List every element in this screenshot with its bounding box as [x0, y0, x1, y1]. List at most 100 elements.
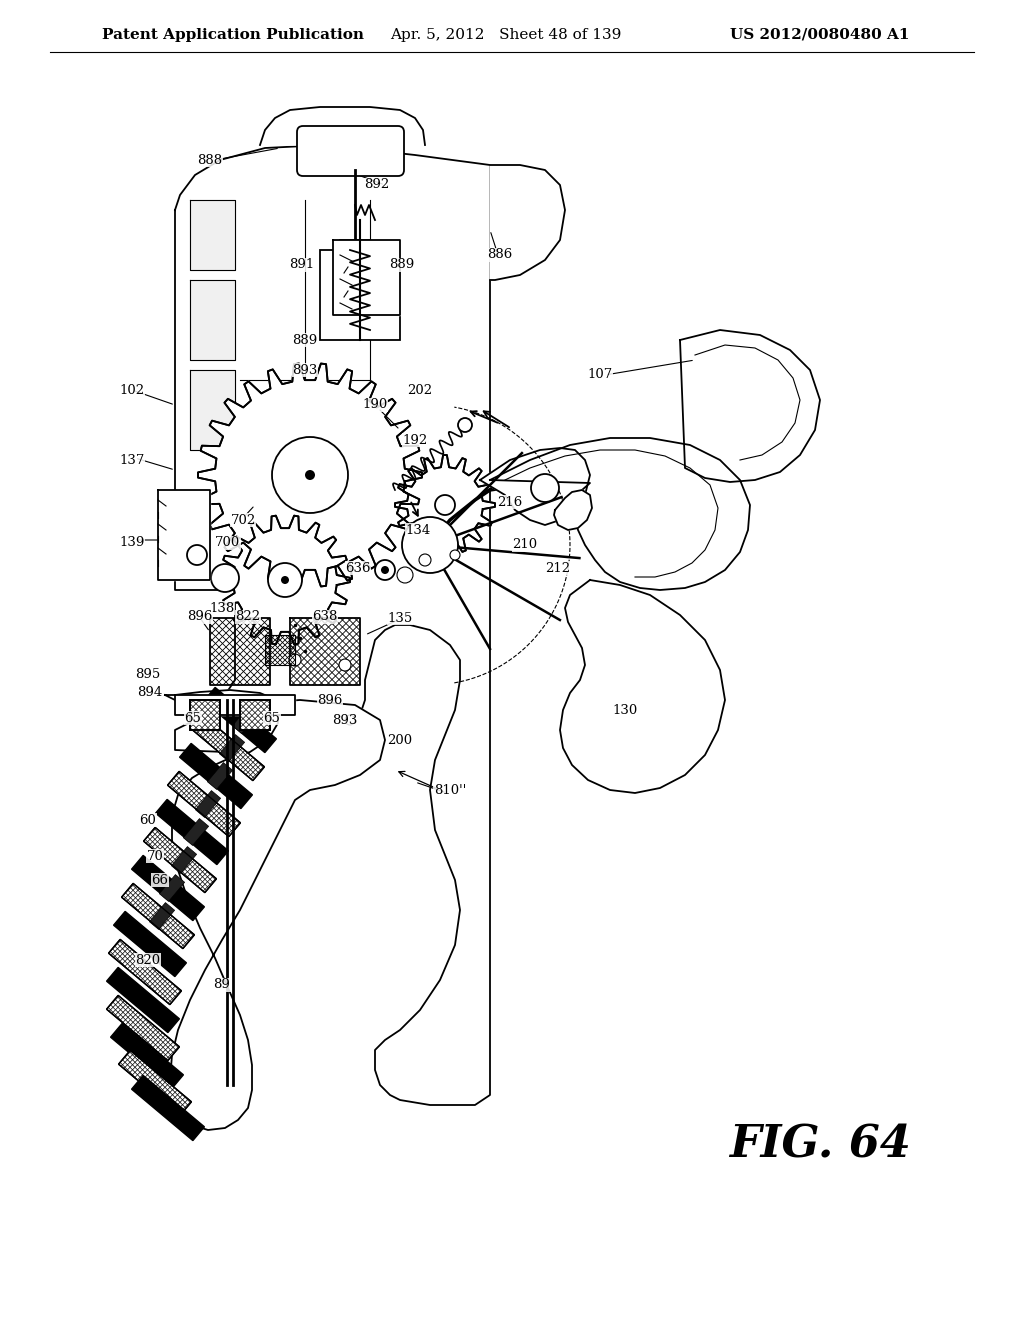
Polygon shape — [680, 330, 820, 482]
Circle shape — [215, 380, 406, 570]
Text: 892: 892 — [365, 178, 389, 191]
Polygon shape — [220, 516, 350, 644]
Text: Patent Application Publication: Patent Application Publication — [102, 28, 364, 42]
Text: 70: 70 — [146, 850, 164, 862]
Circle shape — [407, 467, 483, 543]
Text: Apr. 5, 2012   Sheet 48 of 139: Apr. 5, 2012 Sheet 48 of 139 — [390, 28, 622, 42]
Polygon shape — [204, 688, 276, 752]
Polygon shape — [111, 1023, 183, 1089]
Text: 820: 820 — [135, 953, 161, 966]
FancyBboxPatch shape — [297, 125, 404, 176]
Text: 210: 210 — [512, 539, 538, 552]
Circle shape — [381, 566, 389, 574]
Polygon shape — [106, 968, 179, 1032]
Text: 200: 200 — [387, 734, 413, 747]
Text: 102: 102 — [120, 384, 144, 396]
Text: 134: 134 — [406, 524, 431, 536]
Polygon shape — [191, 715, 264, 780]
Polygon shape — [490, 438, 750, 590]
Text: 896: 896 — [317, 693, 343, 706]
Polygon shape — [175, 145, 490, 1105]
Polygon shape — [190, 280, 234, 360]
Text: 896: 896 — [187, 610, 213, 623]
Text: 893: 893 — [333, 714, 357, 726]
Text: 192: 192 — [402, 433, 428, 446]
Polygon shape — [232, 706, 258, 734]
Text: 894: 894 — [137, 686, 163, 700]
Circle shape — [397, 568, 413, 583]
Circle shape — [305, 470, 315, 480]
Polygon shape — [131, 1076, 205, 1140]
Polygon shape — [175, 696, 295, 715]
Text: 216: 216 — [498, 495, 522, 508]
Text: 895: 895 — [135, 668, 161, 681]
Polygon shape — [165, 690, 385, 1130]
Polygon shape — [219, 734, 245, 762]
Polygon shape — [122, 883, 195, 949]
Text: 212: 212 — [546, 561, 570, 574]
Text: 60: 60 — [139, 813, 157, 826]
Polygon shape — [143, 828, 216, 892]
Text: 137: 137 — [120, 454, 144, 466]
Text: 202: 202 — [408, 384, 432, 396]
Bar — [319, 249, 400, 341]
Text: 139: 139 — [120, 536, 144, 549]
Polygon shape — [208, 763, 232, 789]
Circle shape — [281, 576, 289, 583]
Circle shape — [187, 545, 207, 565]
Text: 810'': 810'' — [434, 784, 466, 796]
Polygon shape — [198, 363, 422, 586]
Circle shape — [233, 528, 337, 632]
Text: 138: 138 — [209, 602, 234, 615]
Text: 190: 190 — [362, 399, 388, 412]
Polygon shape — [150, 903, 175, 929]
Circle shape — [531, 474, 559, 502]
Bar — [240, 700, 270, 730]
Circle shape — [402, 517, 458, 573]
Polygon shape — [183, 818, 209, 845]
Polygon shape — [160, 875, 184, 902]
Text: 135: 135 — [387, 611, 413, 624]
Text: 107: 107 — [588, 368, 612, 381]
Text: 65: 65 — [184, 711, 202, 725]
Circle shape — [268, 564, 302, 597]
Text: 889: 889 — [293, 334, 317, 346]
Text: 89: 89 — [214, 978, 230, 991]
Text: 636: 636 — [345, 561, 371, 574]
Polygon shape — [480, 447, 590, 525]
Polygon shape — [106, 995, 179, 1060]
Polygon shape — [168, 771, 241, 837]
Text: 700: 700 — [215, 536, 241, 549]
Polygon shape — [395, 455, 495, 554]
Circle shape — [458, 418, 472, 432]
Polygon shape — [190, 201, 234, 271]
Polygon shape — [119, 1051, 191, 1115]
Polygon shape — [220, 516, 350, 644]
Text: 891: 891 — [290, 259, 314, 272]
Polygon shape — [260, 107, 425, 145]
Polygon shape — [395, 455, 495, 554]
Text: 822: 822 — [236, 610, 260, 623]
Circle shape — [450, 550, 460, 560]
Polygon shape — [554, 490, 592, 531]
Circle shape — [289, 653, 301, 667]
Circle shape — [435, 495, 455, 515]
Circle shape — [375, 560, 395, 579]
Circle shape — [419, 554, 431, 566]
Bar — [240, 700, 270, 730]
Polygon shape — [198, 363, 422, 586]
Text: 893: 893 — [292, 363, 317, 376]
Polygon shape — [190, 370, 234, 450]
Text: 130: 130 — [612, 704, 638, 717]
Polygon shape — [179, 743, 253, 809]
Text: 886: 886 — [487, 248, 513, 261]
Text: FIG. 64: FIG. 64 — [729, 1123, 911, 1167]
Text: 65: 65 — [263, 711, 281, 725]
Polygon shape — [156, 800, 228, 865]
Text: 638: 638 — [312, 610, 338, 623]
Polygon shape — [114, 911, 186, 977]
Text: 702: 702 — [230, 513, 256, 527]
Polygon shape — [333, 240, 400, 315]
Text: 66: 66 — [152, 874, 169, 887]
Text: 889: 889 — [389, 259, 415, 272]
